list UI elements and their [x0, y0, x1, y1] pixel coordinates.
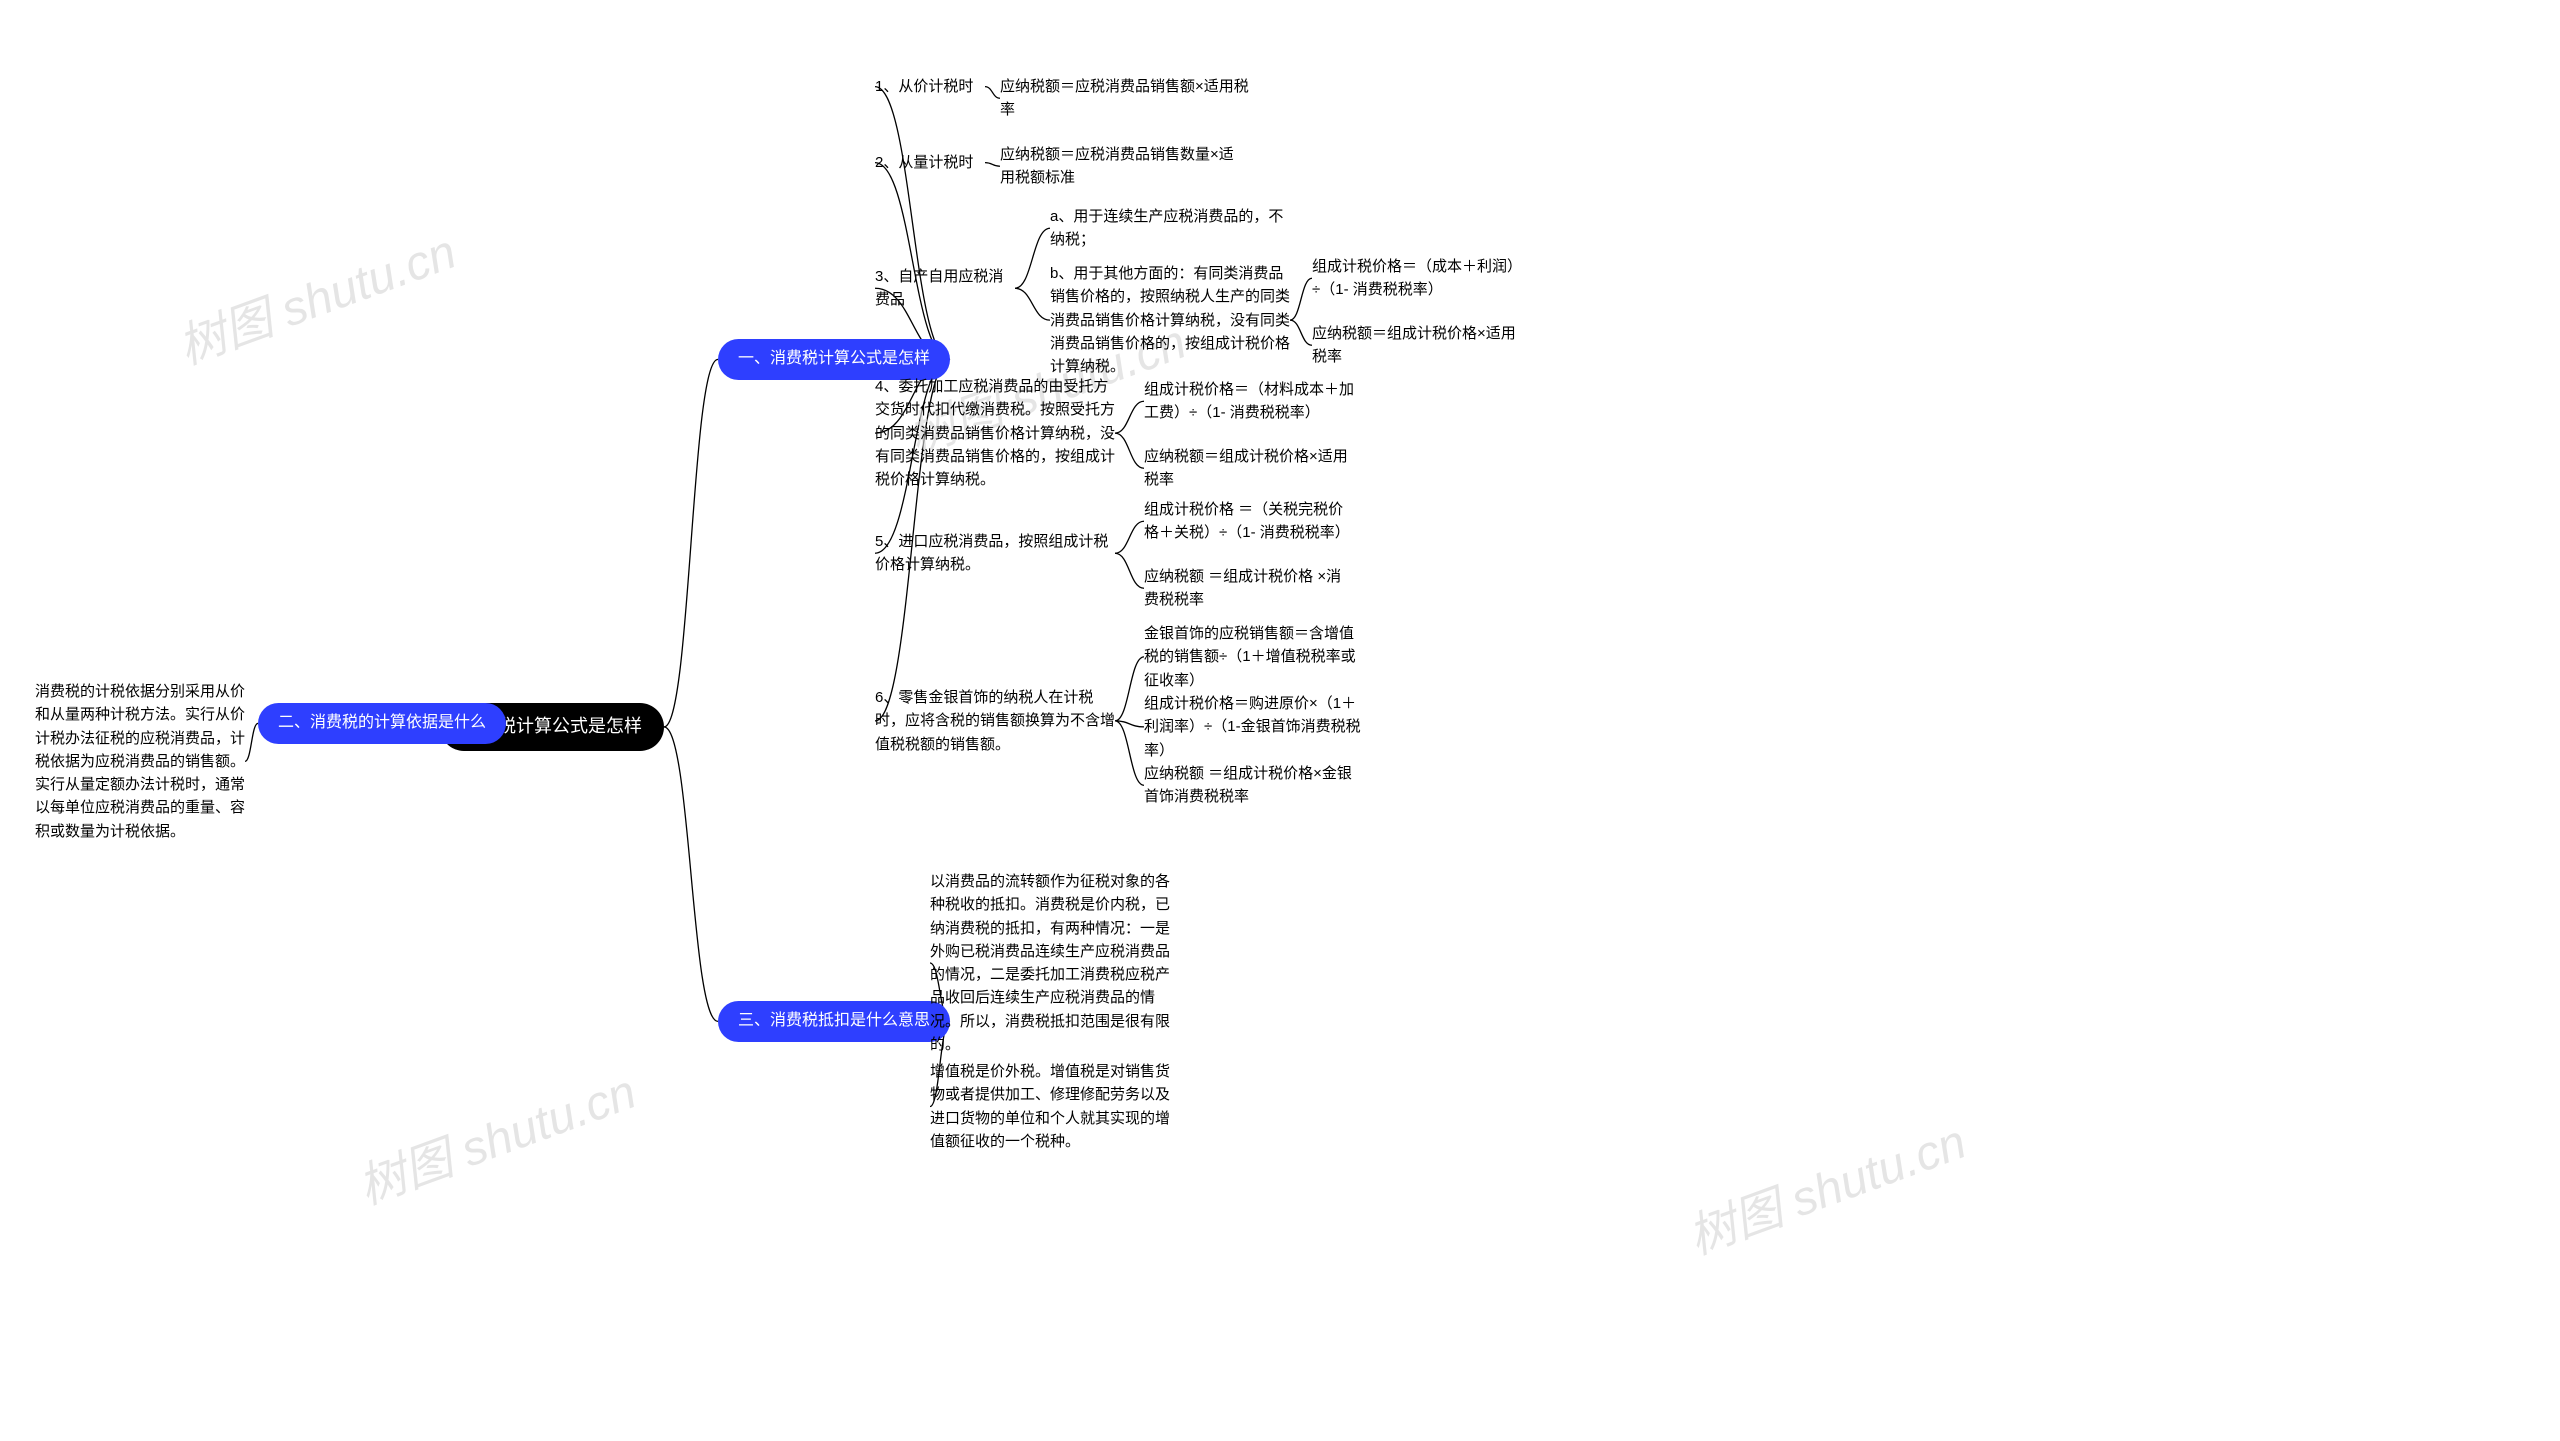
mindmap-node-s3_2[interactable]: 增值税是价外税。增值税是对销售货物或者提供加工、修理修配劳务以及进口货物的单位和… — [930, 1060, 1170, 1153]
edge — [875, 87, 950, 360]
mindmap-node-s1_3a[interactable]: a、用于连续生产应税消费品的，不纳税； — [1050, 205, 1290, 252]
watermark: 树图 shutu.cn — [1677, 1102, 1974, 1267]
mindmap-node-s3_1[interactable]: 以消费品的流转额作为征税对象的各种税收的抵扣。消费税是价内税，已纳消费税的抵扣，… — [930, 870, 1170, 1056]
mindmap-node-s1_3b_1[interactable]: 组成计税价格＝（成本＋利润）÷（1- 消费税税率） — [1312, 255, 1522, 302]
mindmap-node-s1_4[interactable]: 4、委托加工应税消费品的由受托方交货时代扣代缴消费税。按照受托方的同类消费品销售… — [875, 375, 1115, 491]
edge — [1290, 320, 1312, 345]
watermark: 树图 shutu.cn — [347, 1052, 644, 1217]
edge — [1015, 288, 1050, 320]
mindmap-node-s1_3b_2[interactable]: 应纳税额＝组成计税价格×适用税率 — [1312, 322, 1522, 369]
edge — [664, 359, 718, 727]
edge — [1115, 521, 1144, 553]
mindmap-node-s1[interactable]: 一、消费税计算公式是怎样 — [718, 339, 950, 380]
watermark: 树图 shutu.cn — [167, 212, 464, 377]
mindmap-node-s1_4_1[interactable]: 组成计税价格＝（材料成本＋加工费）÷（1- 消费税税率） — [1144, 378, 1354, 425]
edge — [1115, 553, 1144, 588]
edge — [1015, 228, 1050, 288]
edge — [875, 163, 950, 360]
edge — [985, 163, 1000, 167]
mindmap-node-s1_3b[interactable]: b、用于其他方面的：有同类消费品销售价格的，按照纳税人生产的同类消费品销售价格计… — [1050, 262, 1290, 378]
mindmap-node-s1_5_1[interactable]: 组成计税价格 ＝（关税完税价格＋关税）÷（1- 消费税税率） — [1144, 498, 1354, 545]
mindmap-node-s1_4_2[interactable]: 应纳税额＝组成计税价格×适用税率 — [1144, 445, 1354, 492]
edge — [1115, 721, 1144, 727]
mindmap-node-s2_1[interactable]: 消费税的计税依据分别采用从价和从量两种计税方法。实行从价计税办法征税的应税消费品… — [35, 680, 245, 843]
edge — [664, 727, 718, 1021]
mindmap-node-s1_5[interactable]: 5、进口应税消费品，按照组成计税价格计算纳税。 — [875, 530, 1115, 577]
mindmap-node-s1_6_2[interactable]: 组成计税价格＝购进原价×（1＋利润率）÷（1-金银首饰消费税税率） — [1144, 692, 1364, 762]
mindmap-node-s1_1_1[interactable]: 应纳税额＝应税消费品销售额×适用税率 — [1000, 75, 1260, 122]
mindmap-node-s1_6[interactable]: 6、零售金银首饰的纳税人在计税时，应将含税的销售额换算为不含增值税税额的销售额。 — [875, 686, 1115, 756]
mindmap-node-s1_2[interactable]: 2、从量计税时 — [875, 151, 985, 174]
edge — [1115, 401, 1144, 433]
mindmap-node-s1_5_2[interactable]: 应纳税额 ＝组成计税价格 ×消费税税率 — [1144, 565, 1354, 612]
mindmap-node-s1_6_3[interactable]: 应纳税额 ＝组成计税价格×金银首饰消费税税率 — [1144, 762, 1364, 809]
mindmap-node-s1_3[interactable]: 3、自产自用应税消费品 — [875, 265, 1015, 312]
mindmap-node-s1_6_1[interactable]: 金银首饰的应税销售额＝含增值税的销售额÷（1＋增值税税率或征收率） — [1144, 622, 1364, 692]
edge — [245, 723, 258, 761]
mindmap-node-s1_2_1[interactable]: 应纳税额＝应税消费品销售数量×适用税额标准 — [1000, 143, 1240, 190]
mindmap-node-s3[interactable]: 三、消费税抵扣是什么意思 — [718, 1001, 950, 1042]
edge — [1115, 657, 1144, 721]
edge — [985, 87, 1000, 99]
mindmap-node-s2[interactable]: 二、消费税的计算依据是什么 — [258, 703, 506, 744]
edge — [1115, 433, 1144, 468]
edge — [1115, 721, 1144, 785]
edge — [1290, 278, 1312, 320]
mindmap-node-s1_1[interactable]: 1、从价计税时 — [875, 75, 985, 98]
